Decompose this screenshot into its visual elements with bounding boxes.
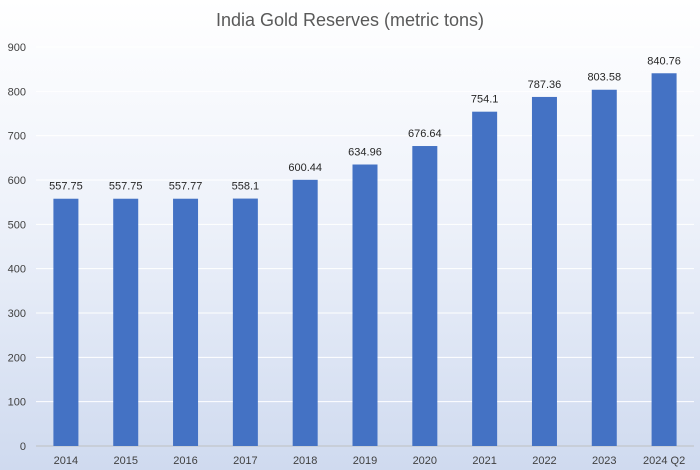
y-tick-label: 300 [8,308,26,320]
y-tick-label: 600 [8,175,26,187]
data-label: 600.44 [288,162,322,174]
data-label: 840.76 [647,55,681,67]
bar [173,198,199,446]
bar [531,96,557,446]
bar [591,89,617,446]
data-label: 557.75 [49,181,83,193]
data-label: 558.1 [232,181,260,193]
x-tick-label: 2018 [293,455,317,467]
bar [651,73,677,447]
data-label: 634.96 [348,147,382,159]
x-tick-label: 2020 [413,455,437,467]
bar [412,146,438,446]
bar [472,111,498,446]
data-label: 803.58 [587,72,621,84]
x-tick-label: 2021 [472,455,496,467]
y-tick-label: 100 [8,397,26,409]
data-labels: 557.75 557.75 557.77 558.1 600.44 634.96 676.6… [49,55,681,192]
x-tick-label: 2015 [113,455,137,467]
data-label: 754.1 [471,94,499,106]
bar [113,198,139,446]
data-label: 676.64 [408,128,442,140]
y-tick-label: 200 [8,352,26,364]
y-tick-label: 900 [8,42,26,54]
x-tick-label: 2024 Q2 [643,455,685,467]
bars [53,73,677,447]
data-label: 557.75 [109,181,143,193]
bar [232,198,258,446]
chart-title: India Gold Reserves (metric tons) [216,10,484,30]
x-tick-label: 2023 [592,455,616,467]
y-axis-ticks: 0 100 200 300 400 500 600 700 800 900 [8,42,26,453]
x-tick-label: 2014 [54,455,78,467]
x-tick-label: 2019 [353,455,377,467]
bar [352,164,378,446]
bar [53,198,79,446]
x-tick-label: 2016 [173,455,197,467]
y-tick-label: 800 [8,86,26,98]
y-tick-label: 400 [8,264,26,276]
y-tick-label: 500 [8,219,26,231]
y-tick-label: 0 [20,441,26,453]
y-tick-label: 700 [8,131,26,143]
data-label: 557.77 [169,181,203,193]
x-tick-label: 2022 [532,455,556,467]
data-label: 787.36 [528,79,562,91]
bar [292,179,318,446]
x-axis-ticks: 2014 2015 2016 2017 2018 2019 2020 2021 2022 2023… [54,455,686,467]
x-tick-label: 2017 [233,455,257,467]
